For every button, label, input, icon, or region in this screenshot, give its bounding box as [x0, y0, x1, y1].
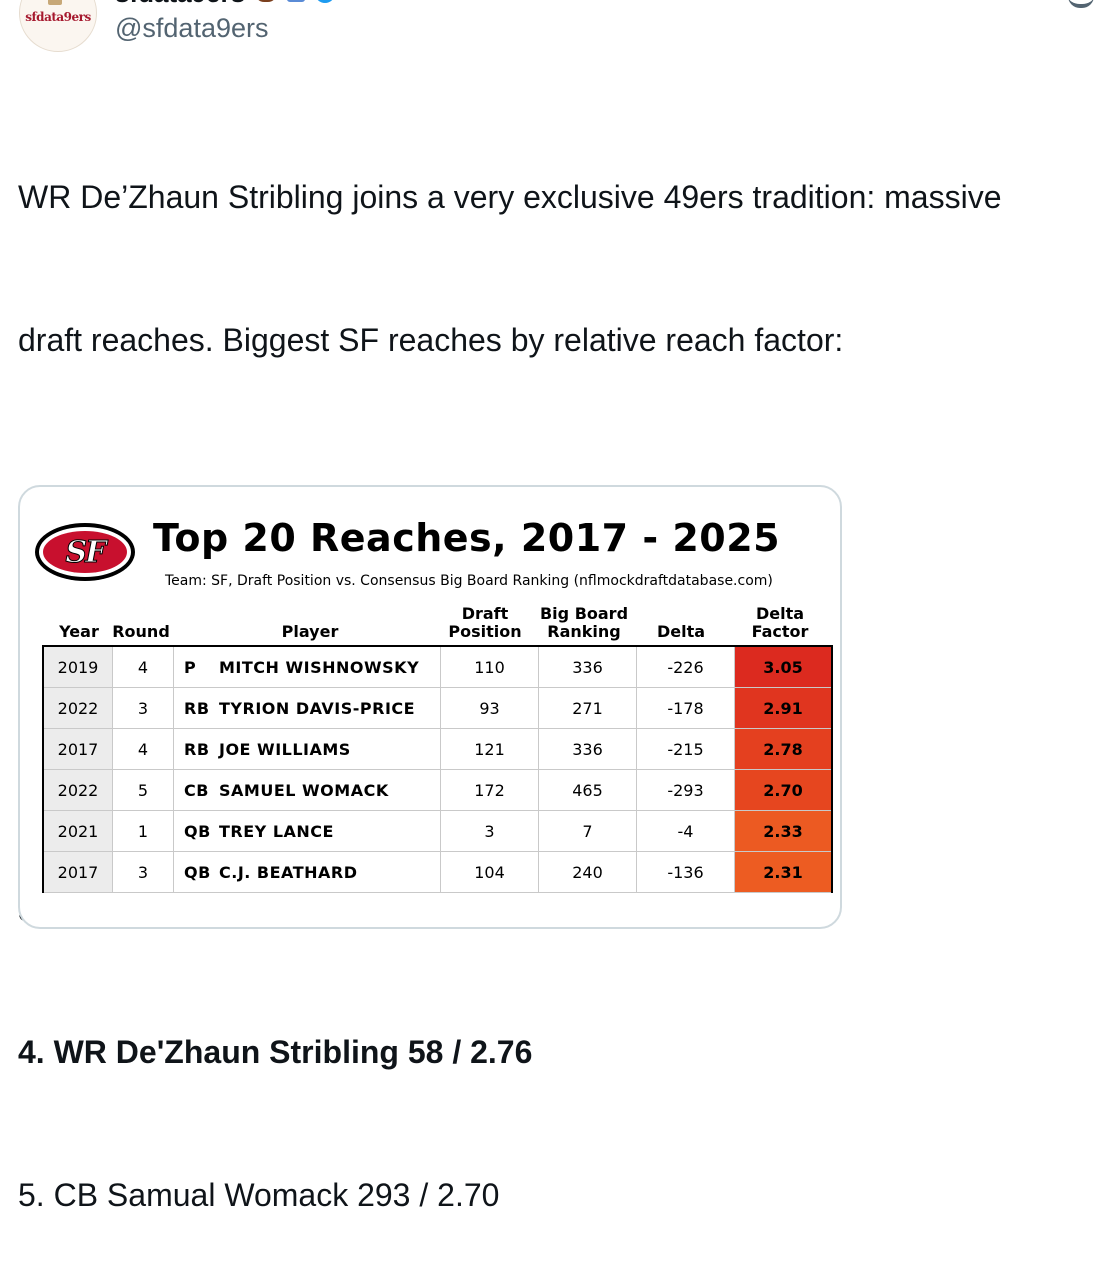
table-row: 2022 3 RB TYRION DAVIS-PRICE 93 271 -178 2.91	[42, 687, 833, 729]
player-name: C.J. BEATHARD	[219, 862, 358, 882]
player-name: JOE WILLIAMS	[219, 739, 351, 759]
table-row: 2019 4 P MITCH WISHNOWSKY 110 336 -226 3.05	[42, 645, 833, 688]
player-position: QB	[184, 821, 211, 841]
avatar[interactable]: sfdata9ers	[19, 0, 97, 52]
tweet-line: draft reaches. Biggest SF reaches by rel…	[18, 321, 844, 358]
player-cell: CB SAMUEL WOMACK	[173, 769, 441, 811]
year-cell: 2017	[42, 728, 113, 770]
delta-factor-cell: 2.33	[734, 810, 833, 852]
header-board-line-1: Big Board	[539, 604, 629, 623]
sf-logo-core: SF	[43, 531, 127, 573]
reach-table-body: 2019 4 P MITCH WISHNOWSKY 110 336 -226 3.05 2022…	[42, 645, 833, 893]
delta-factor-cell: 2.70	[734, 769, 833, 811]
header-draft-line-2: Position	[448, 622, 522, 641]
year-cell: 2021	[42, 810, 113, 852]
draft-position-cell: 110	[440, 645, 539, 688]
card-subtitle: Team: SF, Draft Position vs. Consensus B…	[165, 573, 773, 589]
tweet-line-highlight: 4. WR De'Zhaun Stribling 58 / 2.76	[18, 1034, 533, 1070]
player-position: P	[184, 657, 197, 677]
chart-emoji-icon	[287, 0, 306, 2]
header-board-line-2: Ranking	[547, 622, 621, 641]
player-name: MITCH WISHNOWSKY	[219, 657, 420, 677]
delta-cell: -293	[636, 769, 735, 811]
draft-position-cell: 3	[440, 810, 539, 852]
player-position: RB	[184, 739, 210, 759]
table-row: 2017 3 QB C.J. BEATHARD 104 240 -136 2.31	[42, 851, 833, 893]
header-player: Player	[281, 622, 339, 641]
table-row: 2021 1 QB TREY LANCE 3 7 -4 2.33	[42, 810, 833, 852]
delta-cell: -215	[636, 728, 735, 770]
player-name: TYRION DAVIS-PRICE	[219, 698, 416, 718]
round-cell: 4	[112, 728, 174, 770]
player-cell: QB C.J. BEATHARD	[173, 851, 441, 893]
player-cell: RB TYRION DAVIS-PRICE	[173, 687, 441, 729]
reach-table: 2019 4 P MITCH WISHNOWSKY 110 336 -226 3.05 2022…	[42, 645, 833, 893]
delta-cell: -178	[636, 687, 735, 729]
player-name: TREY LANCE	[219, 821, 334, 841]
tweet-line: 5. CB Samual Womack 293 / 2.70	[18, 1176, 500, 1213]
avatar-logo-mark	[48, 0, 62, 5]
player-position: CB	[184, 780, 209, 800]
year-cell: 2022	[42, 769, 113, 811]
round-cell: 1	[112, 810, 174, 852]
draft-position-cell: 93	[440, 687, 539, 729]
round-cell: 3	[112, 851, 174, 893]
sf-logo-ring: SF	[39, 527, 131, 577]
tweet-header: sfdata9ers sfdata9ers @sfdata9ers	[0, 0, 1106, 60]
delta-factor-cell: 2.91	[734, 687, 833, 729]
sf-logo-letters: SF	[65, 534, 107, 570]
delta-cell: -136	[636, 851, 735, 893]
delta-factor-cell: 3.05	[734, 645, 833, 688]
author-name-row[interactable]: sfdata9ers	[115, 0, 336, 9]
big-board-cell: 336	[538, 728, 637, 770]
player-cell: RB JOE WILLIAMS	[173, 728, 441, 770]
display-name[interactable]: sfdata9ers	[115, 0, 245, 9]
delta-cell: -4	[636, 810, 735, 852]
round-cell: 5	[112, 769, 174, 811]
author-handle[interactable]: @sfdata9ers	[115, 13, 269, 43]
card-title: Top 20 Reaches, 2017 - 2025	[153, 516, 781, 560]
round-cell: 4	[112, 645, 174, 688]
sf-logo-icon: SF	[35, 523, 135, 581]
delta-cell: -226	[636, 645, 735, 688]
big-board-cell: 465	[538, 769, 637, 811]
header-factor-line-1: Delta	[755, 604, 805, 623]
football-emoji-icon	[255, 0, 278, 2]
big-board-cell: 336	[538, 645, 637, 688]
big-board-cell: 7	[538, 810, 637, 852]
player-cell: QB TREY LANCE	[173, 810, 441, 852]
header-draft-position: Draft Position	[440, 605, 530, 641]
draft-position-cell: 104	[440, 851, 539, 893]
year-cell: 2022	[42, 687, 113, 729]
header-big-board: Big Board Ranking	[534, 605, 634, 641]
big-board-cell: 271	[538, 687, 637, 729]
draft-position-cell: 172	[440, 769, 539, 811]
header-draft-line-1: Draft	[461, 604, 509, 623]
delta-factor-cell: 2.31	[734, 851, 833, 893]
header-round: Round	[112, 622, 170, 641]
avatar-text: sfdata9ers	[25, 10, 91, 24]
round-cell: 3	[112, 687, 174, 729]
table-row: 2017 4 RB JOE WILLIAMS 121 336 -215 2.78	[42, 728, 833, 770]
player-position: RB	[184, 698, 210, 718]
media-card[interactable]: SF Top 20 Reaches, 2017 - 2025 Team: SF,…	[18, 485, 842, 929]
player-name: SAMUEL WOMACK	[219, 780, 389, 800]
year-cell: 2017	[42, 851, 113, 893]
player-cell: P MITCH WISHNOWSKY	[173, 645, 441, 688]
verified-badge-icon	[315, 0, 336, 3]
big-board-cell: 240	[538, 851, 637, 893]
player-position: QB	[184, 862, 211, 882]
header-delta: Delta	[656, 622, 706, 641]
table-row: 2022 5 CB SAMUEL WOMACK 172 465 -293 2.70	[42, 769, 833, 811]
delta-factor-cell: 2.78	[734, 728, 833, 770]
year-cell: 2019	[42, 645, 113, 688]
header-factor-line-2: Factor	[751, 622, 809, 641]
more-options-icon[interactable]	[1068, 0, 1094, 8]
tweet-line: WR De’Zhaun Stribling joins a very exclu…	[18, 179, 1002, 215]
header-year: Year	[59, 622, 99, 641]
draft-position-cell: 121	[440, 728, 539, 770]
header-delta-factor: Delta Factor	[742, 605, 818, 641]
